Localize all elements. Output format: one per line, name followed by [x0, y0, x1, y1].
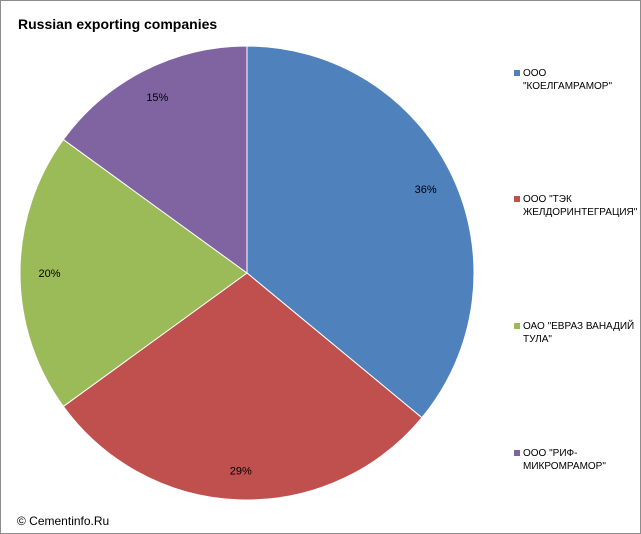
- copyright-credit: © Cementinfo.Ru: [17, 514, 110, 528]
- pie-slice-koelgamramor: [246, 45, 475, 419]
- pie-data-labels: 36% 29% 20% 15%: [38, 92, 436, 477]
- chart-title: Russian exporting companies: [18, 16, 218, 32]
- pie-data-label-tek-zheldorintegratsiya: 29%: [230, 465, 252, 477]
- pie-data-label-rif-mikromramor: 15%: [146, 92, 168, 104]
- legend-label-tek-zheldorintegratsiya: ООО "ТЭК ЖЕЛДОРИНТЕГРАЦИЯ": [523, 194, 638, 218]
- pie-slice-tek-zheldorintegratsiya: [62, 272, 423, 501]
- pie-slice-evraz-vanadiy-tula: [19, 138, 248, 408]
- legend-label-rif-mikromramor: ООО "РИФ-МИКРОМРАМОР": [523, 448, 606, 472]
- pie-slice-rif-mikromramor: [62, 45, 248, 274]
- legend: ООО "КОЕЛГАМРАМОР" ООО "ТЭК ЖЕЛДОРИНТЕГР…: [514, 1, 638, 533]
- legend-swatch-evraz-vanadiy-tula: [514, 323, 520, 329]
- pie-slices: [19, 45, 475, 501]
- legend-swatch-koelgamramor: [514, 70, 520, 76]
- pie-data-label-evraz-vanadiy-tula: 20%: [38, 268, 60, 280]
- legend-swatch-tek-zheldorintegratsiya: [514, 196, 520, 202]
- pie-data-label-koelgamramor: 36%: [415, 184, 437, 196]
- legend-swatch-rif-mikromramor: [514, 450, 520, 456]
- legend-label-evraz-vanadiy-tula: ОАО "ЕВРАЗ ВАНАДИЙ ТУЛА": [523, 321, 635, 345]
- legend-label-koelgamramor: ООО "КОЕЛГАМРАМОР": [523, 68, 613, 92]
